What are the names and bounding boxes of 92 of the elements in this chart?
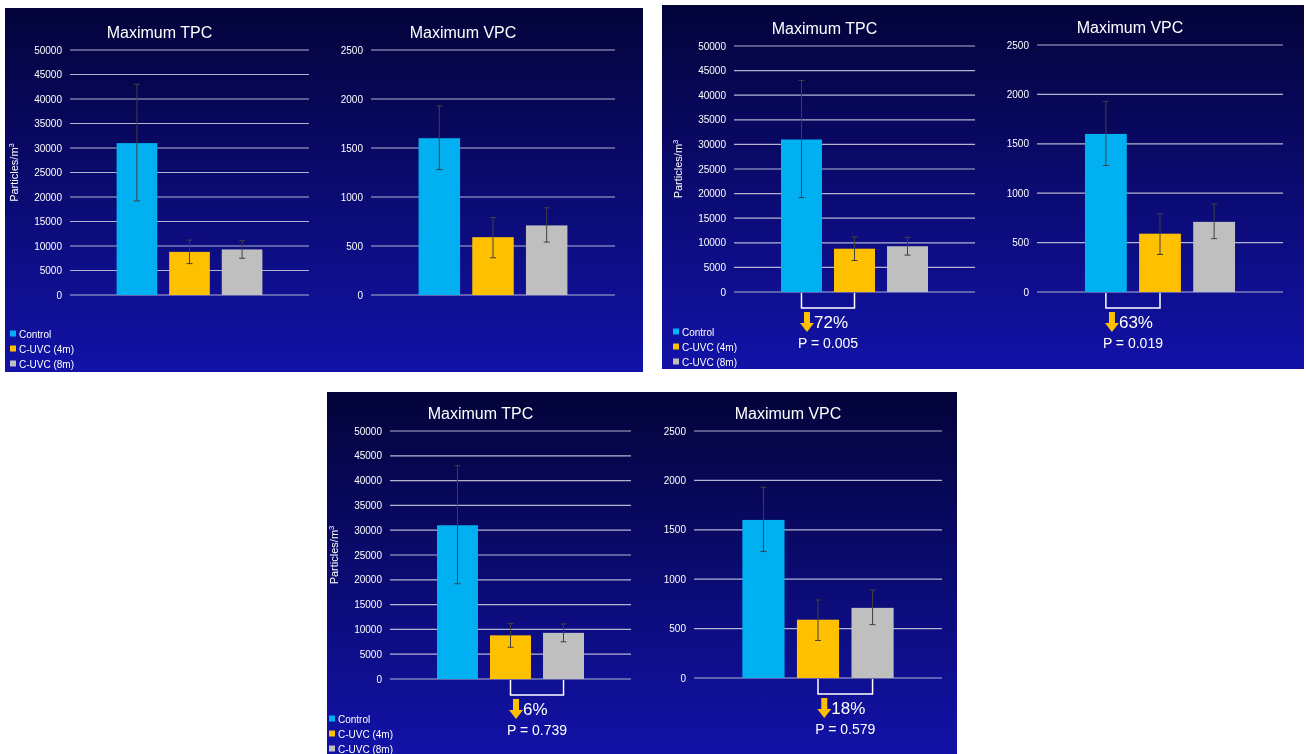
y-tick-label: 2500 <box>663 425 687 437</box>
y-tick-label: 0 <box>720 286 727 298</box>
y-tick-label: 10000 <box>354 623 383 635</box>
bar <box>796 619 840 678</box>
y-tick-label: 15000 <box>354 599 383 611</box>
y-tick-label: 10000 <box>34 240 63 252</box>
y-tick-label: 45000 <box>698 65 727 77</box>
bar <box>169 251 210 295</box>
bar <box>851 607 894 678</box>
bar <box>1084 133 1127 292</box>
y-tick-label: 1500 <box>340 142 364 154</box>
text: 18% <box>831 699 866 718</box>
y-tick-label: 5000 <box>39 265 63 276</box>
y-tick-label: 2500 <box>1006 39 1030 51</box>
y-tick-label: 2000 <box>1006 88 1030 100</box>
y-tick-label: 20000 <box>34 191 63 203</box>
bar <box>418 138 461 295</box>
y-tick-label: 25000 <box>34 167 63 178</box>
y-tick-label: 35000 <box>354 499 383 511</box>
legend-label: C-UVC (4m) <box>19 343 74 355</box>
y-tick-label: 0 <box>680 672 687 684</box>
y-tick-label: 45000 <box>34 69 63 80</box>
y-tick-label: 40000 <box>354 475 383 487</box>
y-tick-label: 20000 <box>698 188 727 200</box>
y-tick-label: 40000 <box>34 93 63 105</box>
y-tick-label: 2500 <box>340 44 364 56</box>
text: P = 0.005 <box>797 335 859 351</box>
y-tick-label: 1500 <box>663 524 687 536</box>
legend-label: C-UVC (8m) <box>338 743 393 754</box>
text: 63% <box>1118 313 1153 332</box>
y-tick-label: 30000 <box>354 524 383 536</box>
text: 72% <box>813 313 849 332</box>
y-tick-label: 50000 <box>354 425 383 437</box>
y-tick-label: 25000 <box>698 163 727 175</box>
legend-label: Control <box>682 326 715 338</box>
bar <box>887 246 929 292</box>
bar <box>1139 233 1181 292</box>
y-tick-label: 30000 <box>698 138 727 150</box>
y-tick-label: 15000 <box>34 216 63 227</box>
bar <box>1193 221 1236 292</box>
chart-title: Maximum TPC <box>427 405 534 422</box>
y-tick-label: 30000 <box>34 142 63 154</box>
y-tick-label: 45000 <box>354 450 383 462</box>
y-tick-label: 35000 <box>34 118 63 129</box>
y-tick-label: 2000 <box>340 93 364 105</box>
legend-label: C-UVC (4m) <box>682 341 737 353</box>
y-tick-label: 10000 <box>698 237 727 249</box>
bar <box>490 635 531 679</box>
y-tick-label: 1500 <box>1006 138 1030 150</box>
bar <box>525 225 568 295</box>
chart-title: Maximum VPC <box>1076 19 1184 36</box>
bar <box>472 237 514 295</box>
bar <box>221 249 263 295</box>
chart-title: Maximum VPC <box>734 405 842 422</box>
chart-title: Maximum TPC <box>106 24 213 41</box>
y-tick-label: 15000 <box>698 212 727 224</box>
y-tick-label: 2000 <box>663 474 687 486</box>
text: P = 0.579 <box>815 721 876 737</box>
y-tick-label: 0 <box>376 673 383 685</box>
y-tick-label: 500 <box>346 240 364 252</box>
legend-label: Control <box>338 713 371 725</box>
y-tick-label: 5000 <box>703 261 727 273</box>
y-tick-label: 1000 <box>340 191 364 203</box>
bar <box>437 525 478 679</box>
bar <box>781 139 822 292</box>
y-tick-label: 0 <box>357 289 364 301</box>
legend-label: Control <box>19 328 52 340</box>
bar <box>742 519 785 678</box>
y-tick-label: 1000 <box>1006 187 1030 199</box>
y-tick-label: 50000 <box>34 44 63 56</box>
chart-title: Maximum VPC <box>409 24 517 41</box>
text: P = 0.019 <box>1102 335 1164 351</box>
text: 6% <box>523 700 548 719</box>
text: P = 0.739 <box>506 722 568 738</box>
y-tick-label: 25000 <box>354 549 383 561</box>
legend-label: C-UVC (4m) <box>338 728 393 740</box>
y-tick-label: 40000 <box>698 89 727 101</box>
bar <box>543 632 585 679</box>
y-tick-label: 0 <box>56 289 63 301</box>
legend-label: C-UVC (8m) <box>682 356 737 368</box>
y-tick-label: 5000 <box>359 648 383 660</box>
bar <box>834 248 875 292</box>
y-tick-label: 20000 <box>354 574 383 586</box>
chart-title: Maximum TPC <box>771 20 878 37</box>
legend-label: C-UVC (8m) <box>19 358 74 370</box>
y-tick-label: 500 <box>669 623 687 635</box>
y-tick-label: 35000 <box>698 114 727 126</box>
y-tick-label: 50000 <box>698 40 727 52</box>
y-tick-label: 1000 <box>663 573 687 585</box>
bar <box>116 143 158 295</box>
y-tick-label: 500 <box>1012 237 1030 249</box>
y-tick-label: 0 <box>1023 286 1030 298</box>
